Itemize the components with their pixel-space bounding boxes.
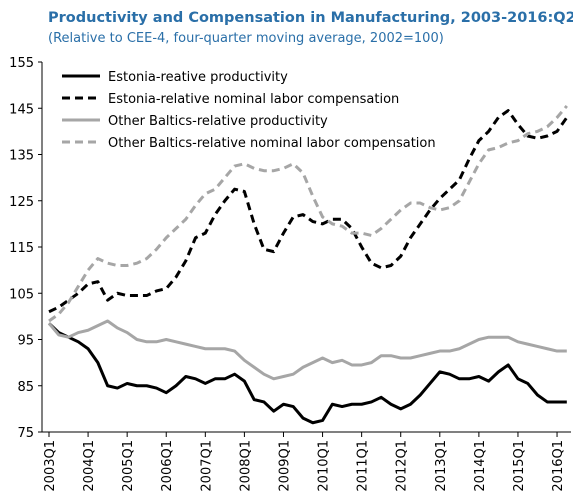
- legend-label: Estonia-reative productivity: [108, 70, 288, 85]
- series-line: [48, 109, 569, 314]
- x-tick-label: 2007Q1: [199, 440, 214, 492]
- y-tick-label: 145: [9, 102, 34, 117]
- y-tick-label: 75: [17, 426, 34, 441]
- chart-subtitle: (Relative to CEE-4, four-quarter moving …: [48, 31, 444, 46]
- series-line: [47, 322, 567, 425]
- legend-label: Other Baltics-relative productivity: [108, 114, 328, 129]
- x-tick-label: 2009Q1: [277, 440, 292, 492]
- x-tick-label: 2015Q1: [512, 440, 527, 492]
- x-tick-label: 2003Q1: [43, 440, 58, 492]
- y-tick-label: 125: [9, 195, 34, 210]
- series-line: [47, 319, 567, 381]
- chart-title: Productivity and Compensation in Manufac…: [48, 10, 573, 26]
- x-tick-label: 2013Q1: [434, 440, 449, 492]
- x-tick-label: 2012Q1: [395, 440, 410, 492]
- x-tick-label: 2011Q1: [356, 440, 371, 492]
- x-tick-label: 2006Q1: [160, 440, 175, 492]
- y-tick-label: 135: [9, 149, 34, 164]
- x-tick-label: 2010Q1: [317, 440, 332, 492]
- legend-label: Estonia-relative nominal labor compensat…: [108, 92, 399, 107]
- y-tick-label: 85: [17, 380, 34, 395]
- y-tick-label: 95: [17, 334, 34, 349]
- y-tick-label: 155: [9, 56, 34, 71]
- x-tick-label: 2014Q1: [473, 440, 488, 492]
- x-tick-label: 2005Q1: [121, 440, 136, 492]
- y-tick-label: 115: [9, 241, 34, 256]
- x-tick-label: 2004Q1: [82, 440, 97, 492]
- x-tick-label: 2008Q1: [238, 440, 253, 492]
- legend-label: Other Baltics-relative nominal labor com…: [108, 136, 436, 151]
- y-tick-label: 105: [9, 287, 34, 302]
- x-tick-label: 2016Q1: [551, 440, 566, 492]
- series-line: [48, 104, 568, 323]
